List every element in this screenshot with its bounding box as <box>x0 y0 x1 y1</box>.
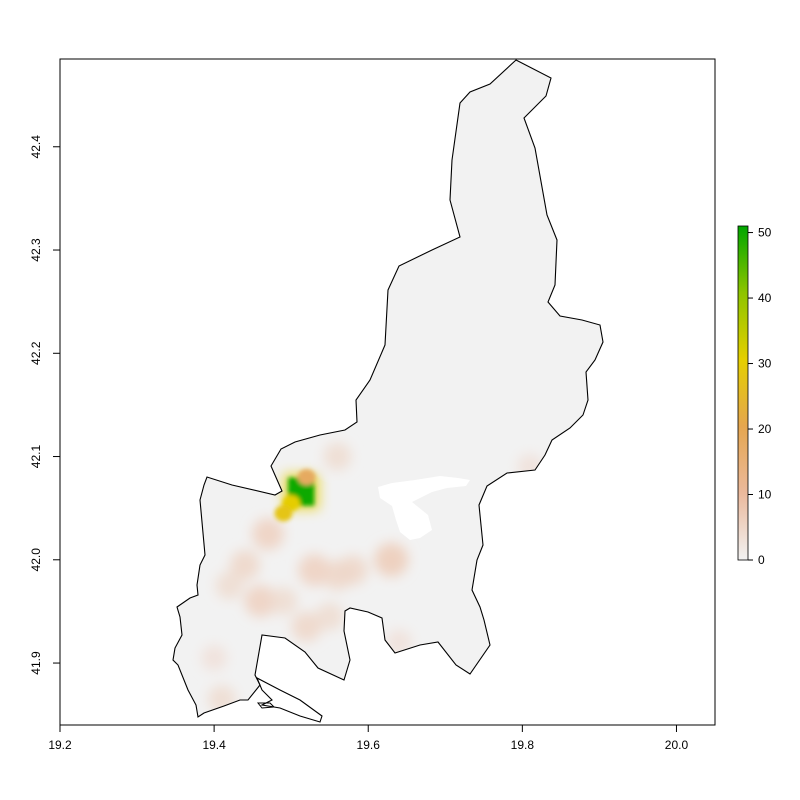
y-tick-label: 42.1 <box>29 445 43 469</box>
x-tick-label: 19.6 <box>357 738 381 752</box>
hotspot-cell <box>298 554 331 587</box>
legend-tick-label: 10 <box>758 488 772 502</box>
hotspot-cell <box>244 585 277 618</box>
hotspot-cell <box>274 505 293 522</box>
legend-tick-label: 30 <box>758 357 772 371</box>
hotspot-cell <box>252 517 285 550</box>
lake-nodata <box>378 476 470 540</box>
legend-tick-label: 40 <box>758 291 772 305</box>
hotspot-cell <box>297 469 316 486</box>
coastal-spit-boundary <box>255 676 323 723</box>
legend-ticks: 0 10 20 30 40 50 <box>748 226 772 567</box>
hotspot-cell <box>517 453 544 480</box>
hotspot-cell <box>291 611 322 642</box>
region-boundary <box>172 59 604 718</box>
coastal-islet <box>256 702 276 709</box>
hotspot-cell <box>374 542 409 577</box>
raster-background <box>173 60 603 717</box>
hotspot-cell <box>323 442 352 471</box>
y-axis: 41.9 42.0 42.1 42.2 42.3 42.4 <box>29 135 61 675</box>
hotspot-cell <box>229 549 260 580</box>
legend-tick-label: 50 <box>758 226 772 240</box>
hotspot-cell <box>201 644 228 671</box>
hotspot-cell <box>207 685 236 714</box>
x-tick-label: 19.4 <box>202 738 226 752</box>
y-tick-label: 42.4 <box>29 135 43 159</box>
raster-layer <box>173 60 603 717</box>
hotspot-cell <box>386 629 413 656</box>
x-axis: 19.2 19.4 19.6 19.8 20.0 <box>48 724 689 752</box>
hotspots-layer <box>201 442 544 714</box>
y-tick-label: 42.0 <box>29 548 43 572</box>
hotspot-cell <box>315 602 344 631</box>
legend-tick-label: 20 <box>758 422 772 436</box>
x-tick-label: 19.8 <box>511 738 535 752</box>
y-tick-label: 42.2 <box>29 341 43 365</box>
hotspot-core-layer <box>274 469 316 522</box>
x-tick-label: 20.0 <box>665 738 689 752</box>
hotspot-cell <box>269 587 298 616</box>
y-tick-label: 42.3 <box>29 238 43 262</box>
legend-tick-label: 0 <box>758 553 765 567</box>
hotspot-cell <box>337 555 368 586</box>
legend-color-bar <box>737 225 749 561</box>
color-legend: 0 10 20 30 40 50 <box>737 225 772 567</box>
y-tick-label: 41.9 <box>29 651 43 675</box>
x-tick-label: 19.2 <box>48 738 72 752</box>
hotspot-cell <box>215 571 244 600</box>
